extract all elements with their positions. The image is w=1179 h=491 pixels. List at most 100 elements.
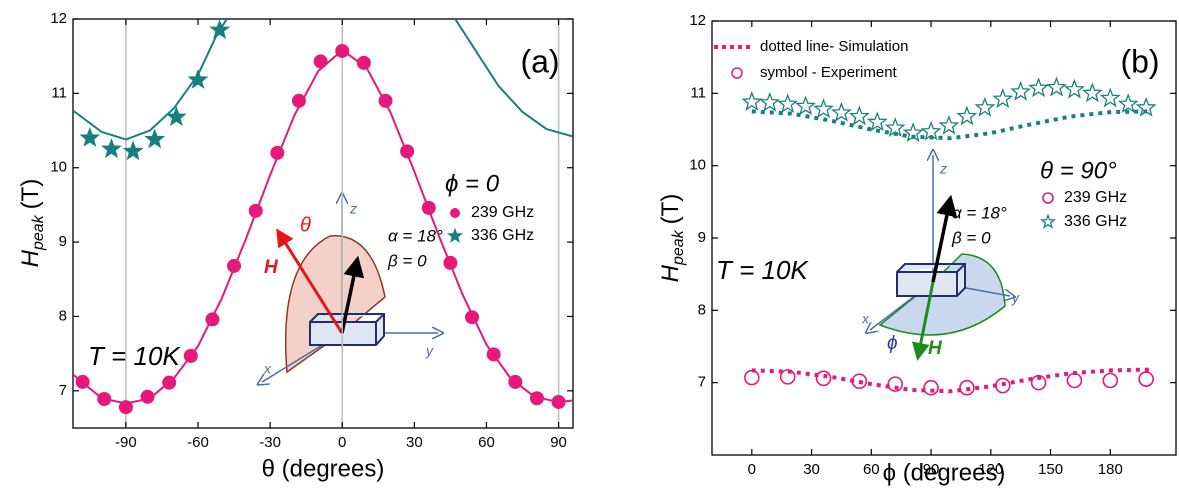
data-point — [1066, 372, 1083, 389]
x-tick-label: -90 — [115, 434, 137, 451]
annotation: T = 10K — [716, 255, 809, 285]
legend-title: ϕ = 0 — [445, 170, 500, 197]
y-label-unit: (T) — [17, 179, 44, 210]
y-tick-label: 7 — [698, 374, 706, 391]
data-point — [144, 128, 166, 149]
x-axis-label: ϕ (degrees) — [883, 459, 1006, 486]
y-label-sub: peak — [670, 229, 687, 266]
data-point — [744, 369, 760, 386]
annotation: β = 0 — [387, 251, 427, 270]
fit-curve — [73, 19, 573, 141]
x-tick-label: 180 — [1098, 461, 1123, 478]
data-point — [923, 379, 939, 396]
annotation: H — [928, 338, 943, 359]
data-point — [270, 145, 285, 160]
data-point — [140, 389, 155, 404]
data-point — [795, 95, 817, 116]
y-tick-label: 8 — [698, 301, 706, 318]
y-tick-label: 8 — [59, 307, 67, 324]
data-point — [378, 93, 393, 108]
data-point — [356, 55, 371, 70]
x-tick-label: 60 — [863, 461, 880, 478]
data-point — [851, 373, 868, 390]
data-point — [956, 105, 978, 126]
y-tick-label: 11 — [690, 84, 706, 101]
plot-frame — [711, 20, 1177, 456]
x-tick-label: 30 — [803, 461, 820, 478]
data-point — [205, 312, 220, 327]
annotation: x — [263, 361, 272, 377]
annotation: θ — [300, 214, 311, 236]
legend-marker — [450, 208, 460, 218]
data-point — [248, 203, 263, 218]
plot-area — [73, 19, 573, 405]
data-point — [959, 379, 975, 396]
data-point — [421, 200, 436, 215]
data-point — [1102, 372, 1119, 389]
plot-area — [751, 109, 1151, 394]
annotation: T = 10K — [88, 341, 181, 371]
legend-marker — [447, 227, 463, 243]
y-label-unit: (T) — [657, 194, 684, 225]
data-point — [866, 111, 888, 132]
data-point — [779, 369, 796, 385]
y-tick-label: 7 — [59, 382, 67, 399]
inset-diagram — [870, 155, 1010, 361]
legend-note: symbol - Experiment — [760, 64, 898, 81]
x-tick-label: 0 — [338, 434, 346, 451]
data-point — [920, 120, 942, 141]
legend-marker — [1042, 192, 1054, 204]
data-point — [1099, 87, 1121, 108]
fit-curve — [751, 367, 1151, 394]
x-tick-label: 60 — [478, 434, 495, 451]
y-tick-label: 10 — [50, 159, 67, 176]
data-point — [118, 400, 133, 415]
data-point — [122, 140, 144, 161]
data-point — [1028, 77, 1049, 98]
legend-sample — [731, 67, 743, 79]
data-point — [994, 377, 1011, 394]
data-point — [551, 394, 566, 409]
plot-frame — [72, 18, 574, 429]
annotation: α = 18° — [388, 226, 443, 245]
data-point — [162, 375, 177, 390]
y-tick-label: 12 — [689, 12, 706, 29]
y-tick-label: 9 — [59, 233, 67, 250]
data-point — [848, 105, 870, 126]
x-tick-label: -30 — [259, 434, 281, 451]
x-tick-label: 120 — [978, 461, 1003, 478]
panel-label: (b) — [1120, 43, 1159, 79]
data-point — [887, 376, 904, 392]
legend-label: 239 GHz — [471, 204, 534, 221]
data-point — [209, 19, 231, 39]
x-tick-label: -60 — [187, 434, 209, 451]
fit-curve — [751, 109, 1151, 141]
data-point — [1117, 93, 1139, 114]
data-point — [486, 347, 501, 362]
data-point — [400, 144, 415, 159]
legend-marker — [1040, 213, 1056, 229]
data-point — [1135, 96, 1157, 117]
annotation: ϕ — [887, 333, 898, 354]
x-tick-label: 150 — [1038, 461, 1063, 478]
annotation: β = 0 — [951, 228, 991, 247]
data-point — [97, 391, 112, 406]
data-point — [974, 96, 996, 117]
data-point — [79, 127, 101, 147]
legend-label: 336 GHz — [471, 227, 534, 244]
annotation: x — [861, 311, 870, 327]
data-point — [529, 391, 544, 406]
data-point — [902, 122, 924, 143]
data-point — [313, 54, 328, 69]
annotation: α = 18° — [952, 203, 1007, 222]
annotation: y — [425, 343, 434, 359]
annotation: z — [349, 201, 357, 217]
data-point — [75, 374, 90, 389]
fit-curve — [73, 48, 573, 405]
data-point — [884, 117, 906, 137]
legend-title: θ = 90° — [1040, 157, 1117, 184]
data-point — [1010, 80, 1032, 101]
y-label-main: H — [17, 249, 44, 267]
data-point — [101, 138, 122, 158]
